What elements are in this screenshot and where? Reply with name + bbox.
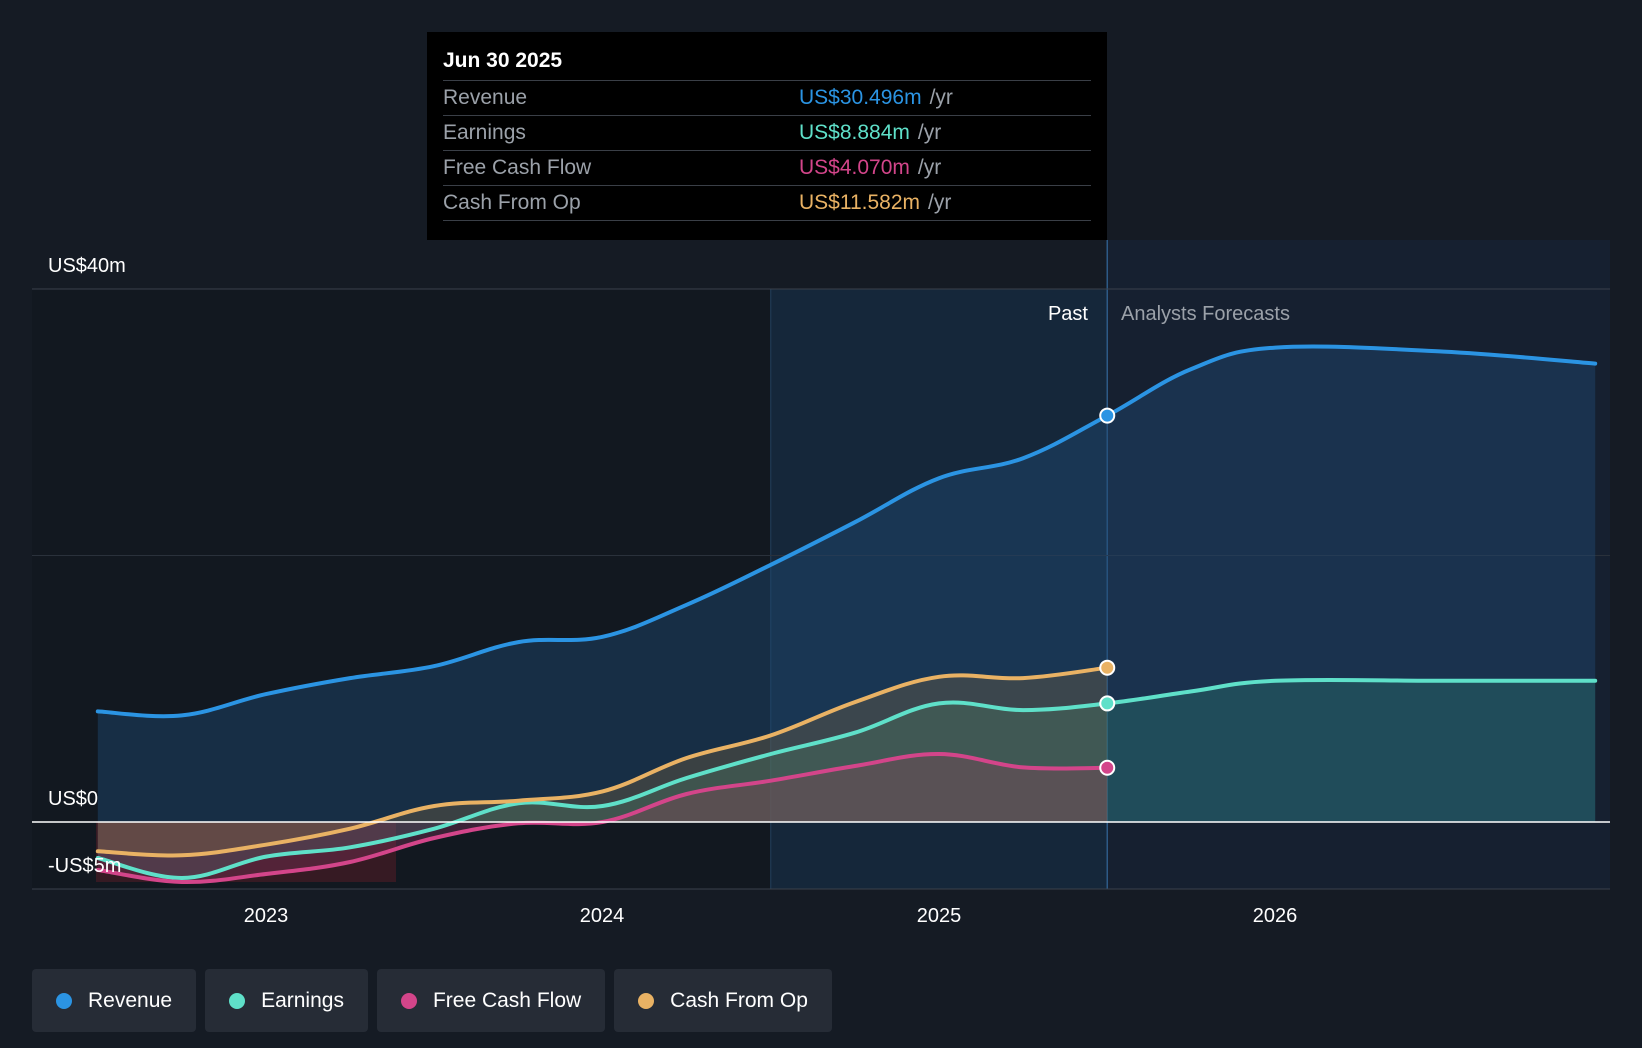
highlight-region [770,289,1108,889]
free-cash-flow-marker [1099,759,1116,776]
revenue-area [97,346,1596,822]
chart-tooltip: Jun 30 2025 Revenue US$30.496m /yr Earni… [427,32,1107,240]
tooltip-label: Revenue [443,86,528,109]
legend-dot-icon [56,992,72,1009]
tooltip-unit: /yr [917,121,942,144]
tooltip-row-earnings: Earnings US$8.884m /yr [443,116,1091,151]
earnings-marker [1099,695,1116,712]
tooltip-unit: /yr [928,191,952,214]
x-tick-2023: 2023 [244,905,289,927]
revenue-marker [1099,407,1116,424]
revenue-line [95,344,1598,719]
legend-item-revenue[interactable]: Revenue [32,969,197,1032]
tooltip-row-free-cash-flow: Free Cash Flow US$4.070m /yr [443,151,1091,186]
tooltip-unit: /yr [929,86,953,109]
tooltip-unit: /yr [917,156,942,179]
tooltip-row-revenue: Revenue US$30.496m /yr [443,81,1091,116]
chart-area: US$40m US$0 -US$5m Past Analysts Forecas… [32,240,1610,927]
legend-label: Revenue [88,988,173,1012]
tooltip-row-cash-from-op: Cash From Op US$11.582m /yr [443,186,1091,221]
legend-label: Earnings [261,988,344,1012]
tooltip-value: US$11.582m [799,191,921,214]
tooltip-label: Cash From Op [443,191,581,214]
legend-item-free-cash-flow[interactable]: Free Cash Flow [376,969,606,1032]
past-label: Past [1048,303,1088,325]
legend-dot-icon [638,992,655,1009]
past-region [32,289,1108,889]
x-tick-2024: 2024 [580,905,625,927]
legend: Revenue Earnings Free Cash Flow Cash Fro… [32,969,832,1032]
y-label-bottom: -US$5m [48,855,121,877]
y-label-zero: US$0 [48,788,98,810]
legend-label: Cash From Op [670,988,808,1012]
forecast-label: Analysts Forecasts [1121,303,1290,325]
tooltip-date: Jun 30 2025 [443,46,1091,81]
cash-from-op-area [97,667,1108,856]
earnings-area [97,679,1596,879]
x-tick-2026: 2026 [1253,905,1298,927]
earnings-line [95,677,1598,881]
tooltip-label: Earnings [443,121,526,144]
x-tick-2025: 2025 [917,905,962,927]
legend-dot-icon [400,992,417,1009]
legend-dot-icon [229,992,246,1009]
y-label-top: US$40m [48,255,126,277]
tooltip-value: US$30.496m [799,86,922,109]
legend-item-earnings[interactable]: Earnings [205,969,368,1032]
legend-label: Free Cash Flow [432,988,582,1012]
tooltip-value: US$4.070m [799,156,910,179]
cash-from-op-marker [1099,659,1116,676]
tooltip-label: Free Cash Flow [443,156,592,179]
tooltip-value: US$8.884m [799,121,910,144]
legend-item-cash-from-op[interactable]: Cash From Op [614,969,832,1032]
cash-from-op-line [95,665,1110,858]
free-cash-flow-area [97,753,1108,883]
